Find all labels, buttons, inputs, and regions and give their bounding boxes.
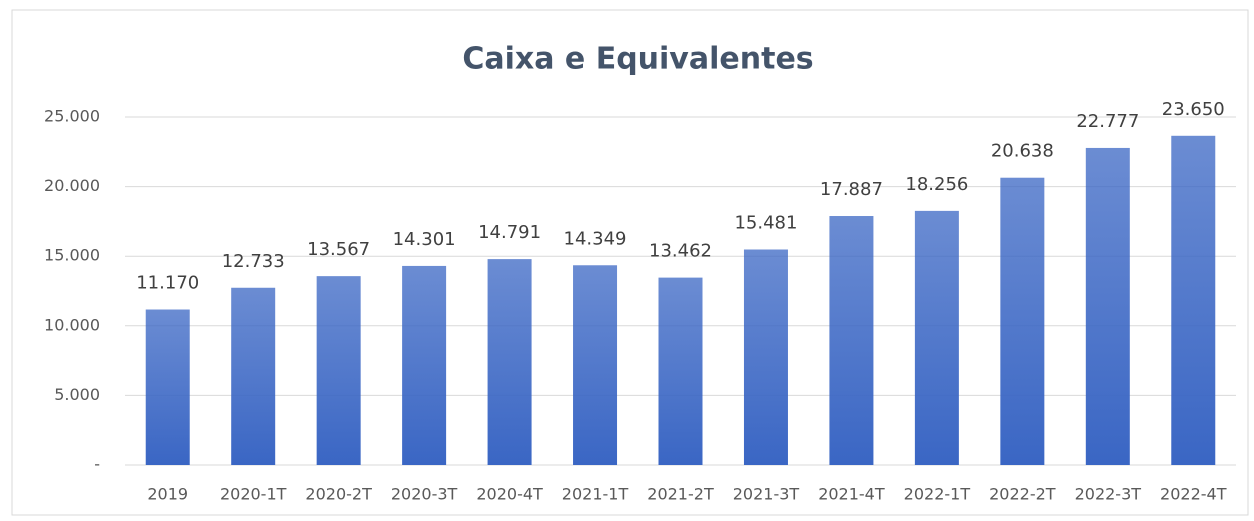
y-tick-label: 20.000	[44, 176, 100, 195]
x-tick-label: 2022-4T	[1160, 485, 1227, 504]
bar	[231, 287, 276, 465]
value-label: 13.462	[649, 241, 712, 262]
value-label: 12.733	[222, 251, 285, 272]
bar	[1000, 177, 1045, 465]
value-label: 17.887	[820, 179, 883, 200]
value-label: 11.170	[136, 273, 199, 294]
chart-frame	[11, 9, 1249, 516]
bar	[914, 210, 959, 465]
value-label: 18.256	[905, 174, 968, 195]
y-tick-label: 10.000	[44, 315, 100, 334]
value-label: 15.481	[734, 213, 797, 234]
bar	[1085, 147, 1130, 465]
bar	[573, 265, 618, 465]
y-tick-label: 15.000	[44, 246, 100, 265]
bar	[316, 276, 361, 465]
x-tick-label: 2020-1T	[220, 485, 287, 504]
value-label: 14.349	[564, 228, 627, 249]
bar	[487, 259, 532, 465]
y-tick-label: 25.000	[44, 107, 100, 126]
bar	[829, 216, 874, 465]
x-tick-label: 2020-3T	[391, 485, 458, 504]
x-tick-label: 2021-4T	[818, 485, 885, 504]
bar	[743, 249, 788, 465]
x-tick-label: 2022-3T	[1075, 485, 1142, 504]
bar	[658, 277, 703, 465]
y-tick-label: 5.000	[54, 385, 100, 404]
value-label: 14.301	[393, 229, 456, 250]
x-tick-label: 2022-1T	[904, 485, 971, 504]
x-tick-label: 2021-2T	[647, 485, 714, 504]
x-tick-label: 2020-4T	[476, 485, 543, 504]
x-tick-label: 2020-2T	[305, 485, 372, 504]
x-tick-label: 2022-2T	[989, 485, 1056, 504]
y-tick-label: -	[94, 455, 100, 474]
value-label: 20.638	[991, 141, 1054, 162]
bar	[402, 265, 447, 465]
value-label: 14.791	[478, 222, 541, 243]
chart-title: Caixa e Equivalentes	[462, 42, 813, 77]
value-label: 13.567	[307, 239, 370, 260]
bar	[145, 309, 190, 465]
value-label: 23.650	[1162, 99, 1225, 120]
x-tick-label: 2021-3T	[733, 485, 800, 504]
x-tick-label: 2021-1T	[562, 485, 629, 504]
value-label: 22.777	[1076, 111, 1139, 132]
x-tick-label: 2019	[147, 485, 188, 504]
bar	[1171, 135, 1216, 466]
